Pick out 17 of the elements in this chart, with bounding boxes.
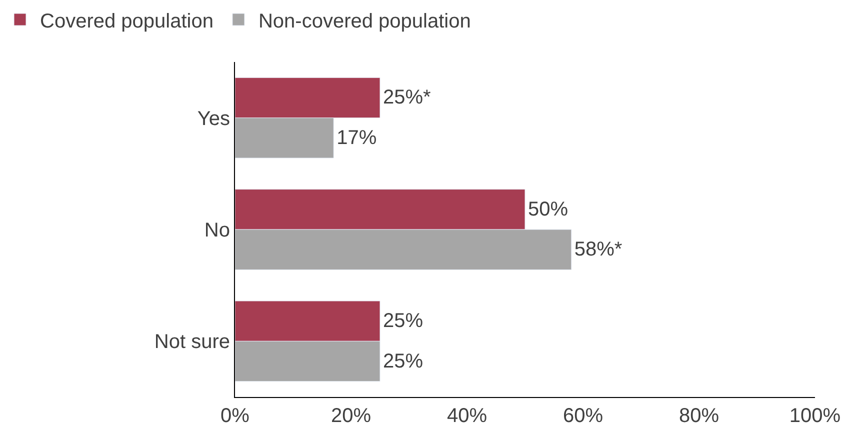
- data-label: 58%*: [574, 238, 622, 261]
- y-tick-label: No: [204, 220, 230, 242]
- x-tick-label: 100%: [789, 405, 841, 427]
- x-tick-label: 80%: [678, 405, 720, 427]
- x-tick-label: 20%: [330, 405, 372, 427]
- data-label: 50%: [528, 198, 568, 220]
- data-label: 17%: [336, 126, 377, 149]
- x-tick-label: 0%: [220, 405, 250, 427]
- data-label: 25%: [383, 350, 424, 372]
- x-tick-label: 40%: [446, 405, 488, 427]
- y-tick-label: Not sure: [154, 331, 230, 354]
- y-tick-label: Yes: [197, 108, 230, 130]
- legend-label: Non-covered population: [258, 10, 471, 32]
- data-label: 25%*: [383, 86, 432, 109]
- x-tick-label: 60%: [562, 405, 604, 427]
- legend-label: Covered population: [40, 10, 214, 32]
- data-label: 25%: [383, 310, 424, 332]
